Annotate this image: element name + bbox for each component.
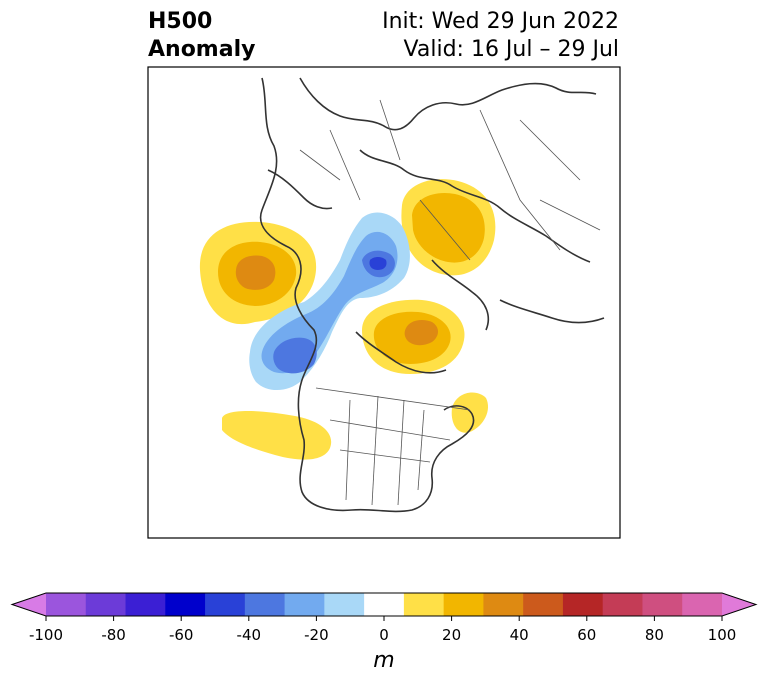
- colorbar-tick-label: -20: [304, 626, 329, 644]
- colorbar-tick-label: 40: [510, 626, 529, 644]
- valid-dates: Valid: 16 Jul – 29 Jul: [403, 37, 619, 62]
- map-frame: [147, 66, 621, 539]
- colorbar-segment: [46, 593, 87, 616]
- colorbar-extend-high: [722, 593, 756, 616]
- anomaly-positive-siberia: [401, 179, 496, 276]
- colorbar-segment: [642, 593, 683, 616]
- coastlines: [259, 77, 605, 513]
- colorbar-segment: [403, 593, 445, 616]
- colorbar-extend-low: [12, 593, 46, 616]
- colorbar-tick-label: -80: [101, 626, 126, 644]
- colorbar-segment: [165, 593, 206, 616]
- colorbar-tick-label: 60: [577, 626, 596, 644]
- colorbar-segment: [244, 593, 286, 616]
- colorbar-segment: [523, 593, 564, 616]
- init-date: Init: Wed 29 Jun 2022: [382, 9, 619, 34]
- colorbar-segment: [602, 593, 643, 616]
- colorbar-tick-label: 80: [645, 626, 664, 644]
- title-type: Anomaly: [148, 37, 256, 62]
- colorbar-tick-label: -40: [237, 626, 262, 644]
- colorbar-segment: [284, 593, 325, 616]
- title-field: H500: [148, 9, 213, 34]
- chart-title: H500 Anomaly: [148, 8, 255, 64]
- chart-dates: Init: Wed 29 Jun 2022 Valid: 16 Jul – 29…: [382, 8, 619, 64]
- colorbar-segment: [364, 593, 405, 616]
- colorbar-segment: [205, 593, 246, 616]
- anomaly-positive-atlantic: [451, 392, 489, 433]
- colorbar-segment: [562, 593, 604, 616]
- colorbar-tick-label: 20: [442, 626, 461, 644]
- borders: [299, 99, 601, 506]
- colorbar-segment: [483, 593, 524, 616]
- colorbar-segment: [125, 593, 166, 616]
- colorbar-segment: [682, 593, 723, 616]
- colorbar-segment: [85, 593, 127, 616]
- colorbar-unit-label: m: [373, 648, 394, 673]
- colorbar-tick-label: 0: [379, 626, 389, 644]
- colorbar-segment: [324, 593, 365, 616]
- colorbar-segment: [443, 593, 484, 616]
- colorbar-tick-label: -60: [169, 626, 194, 644]
- anomaly-positive-bering: [199, 221, 317, 325]
- anomaly-negative-canada: [249, 212, 410, 391]
- colorbar-tick-label: 100: [708, 626, 737, 644]
- colorbar-tick-label: -100: [29, 626, 63, 644]
